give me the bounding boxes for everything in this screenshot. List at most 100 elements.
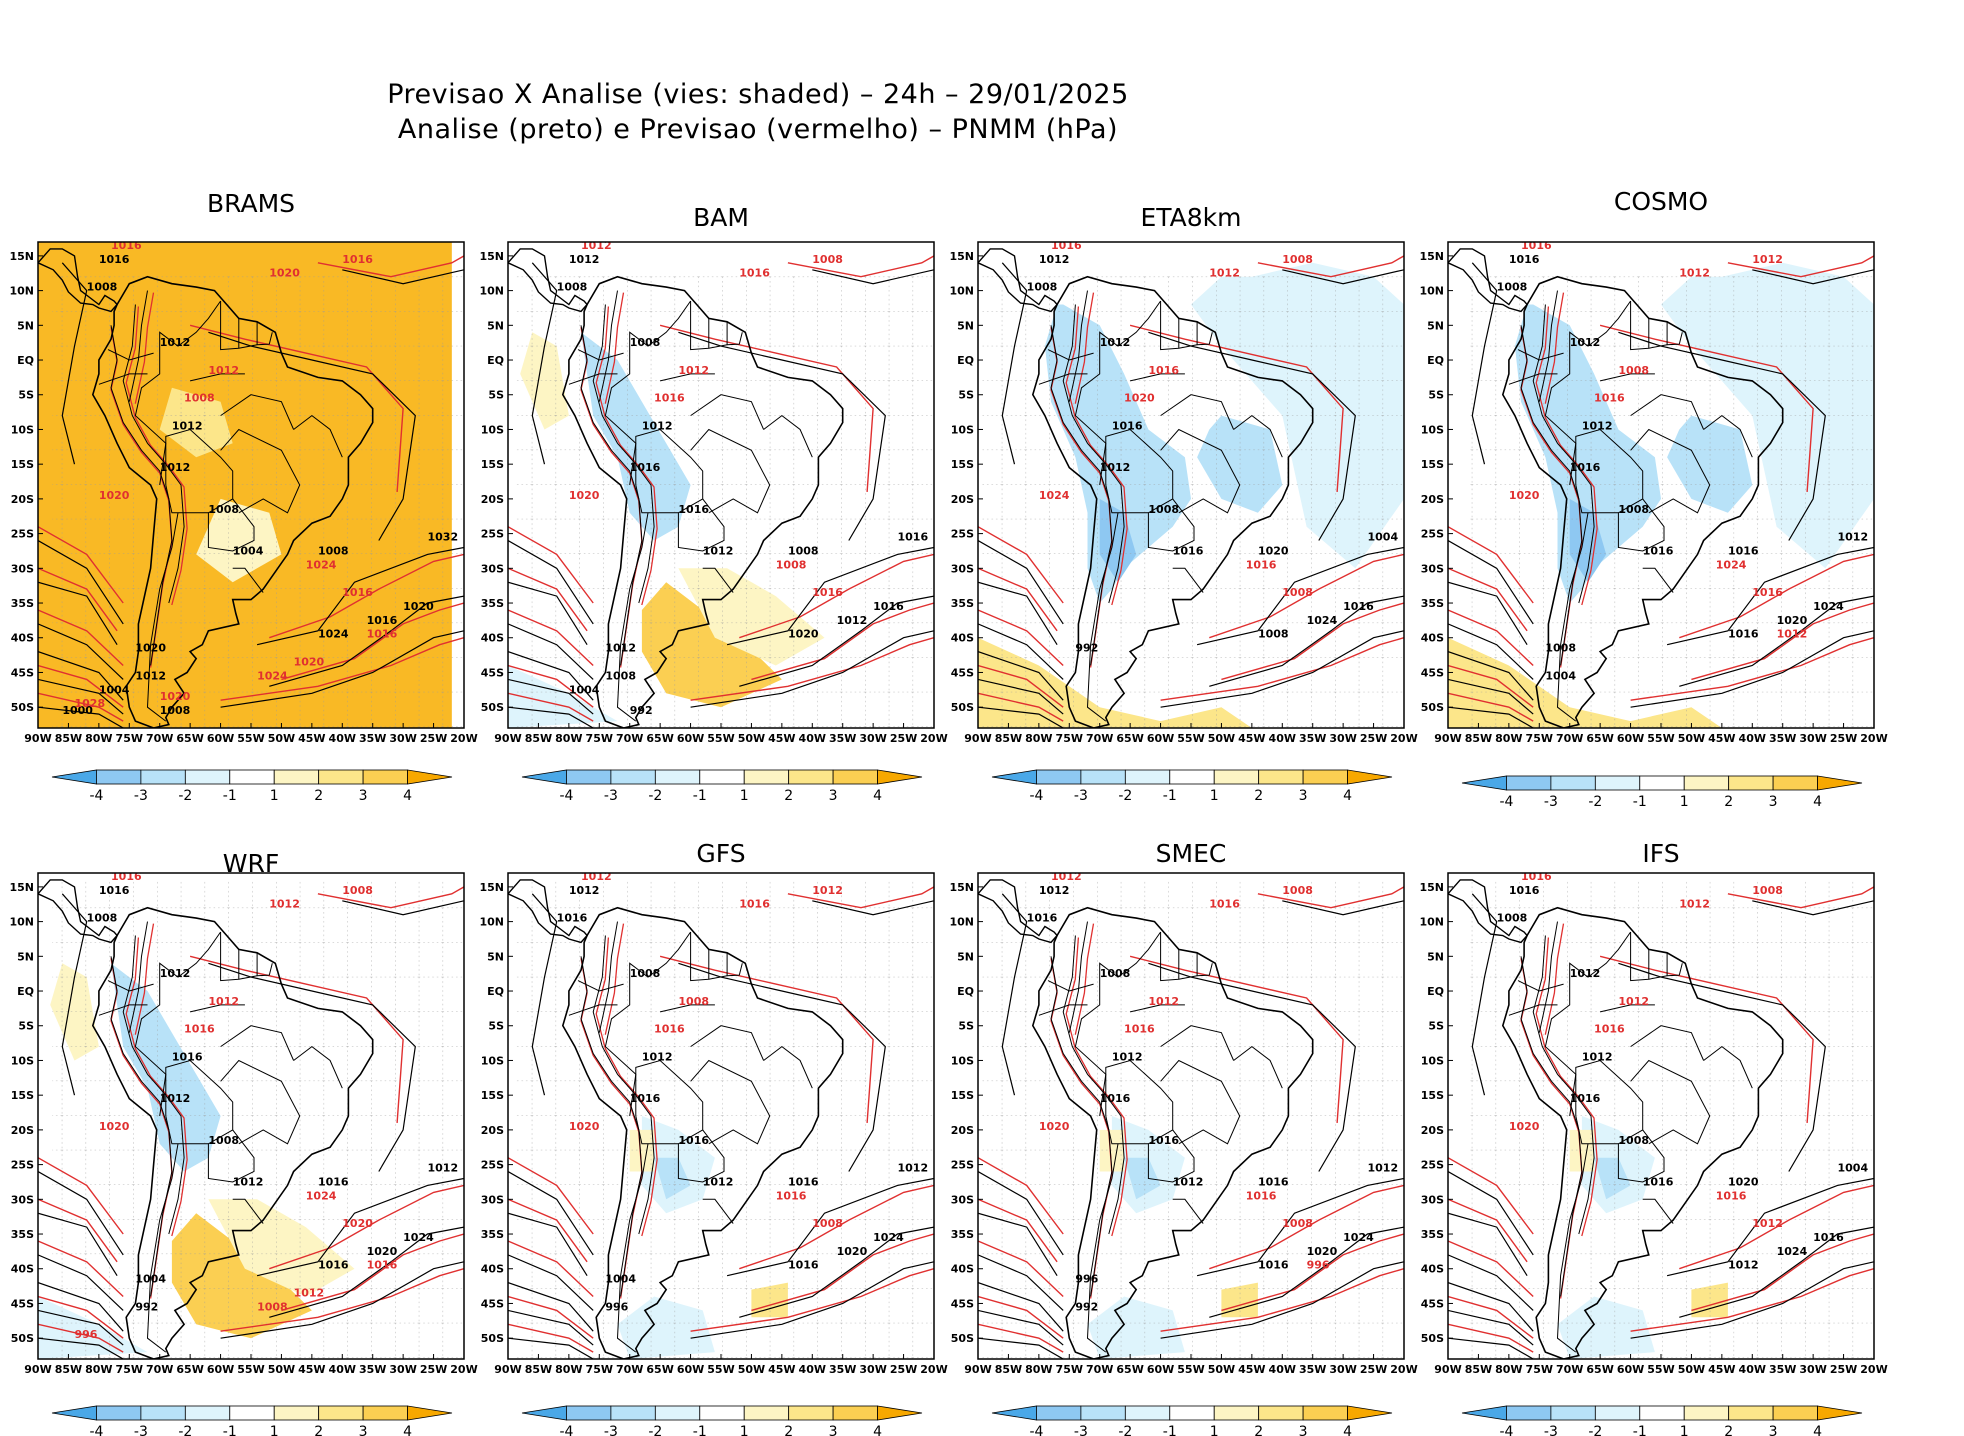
- analysis-isobar: [1448, 1254, 1534, 1311]
- colorbar: -4 -3 -2 -1 1 2 3 4: [51, 769, 453, 804]
- colorbar-segment: [788, 769, 834, 785]
- lon-tick-label: 40W: [329, 732, 356, 745]
- forecast-isobar-label: 1008: [678, 995, 709, 1008]
- forecast-isobar: [508, 567, 588, 632]
- country-border: [1556, 512, 1589, 722]
- analysis-isobar-label: 1016: [1100, 1092, 1131, 1105]
- colorbar: -4 -3 -2 -1 1 2 3 4: [991, 1405, 1393, 1436]
- central-america-coastline: [1448, 248, 1529, 313]
- analysis-isobar: [508, 706, 594, 728]
- lat-tick-label: 15N: [9, 881, 34, 894]
- forecast-isobar-label: 1020: [269, 267, 300, 280]
- lon-tick-label: 40W: [799, 1363, 826, 1376]
- forecast-isobar: [1679, 553, 1874, 639]
- colorbar-segment: [1302, 769, 1348, 785]
- colorbar-label: 1: [270, 1424, 279, 1436]
- forecast-isobar: [1448, 692, 1534, 722]
- forecast-isobar-label: 1024: [306, 558, 337, 571]
- analysis-isobar: [978, 539, 1064, 625]
- forecast-isobar-label: 1008: [1282, 586, 1313, 599]
- analysis-isobar: [508, 678, 594, 715]
- lat-tick-label: 15S: [481, 458, 504, 471]
- forecast-isobar: [751, 602, 934, 681]
- analysis-isobar: [508, 1337, 594, 1359]
- lon-tick-label: 50W: [268, 732, 295, 745]
- lon-tick-label: 90W: [494, 1363, 521, 1376]
- lon-tick-label: 50W: [268, 1363, 295, 1376]
- lat-tick-label: 35S: [11, 597, 34, 610]
- lon-tick-label: 55W: [1647, 1363, 1674, 1376]
- lat-tick-label: 5N: [17, 950, 34, 963]
- lon-tick-label: 90W: [1434, 732, 1461, 745]
- forecast-isobar: [1209, 1184, 1404, 1270]
- analysis-isobar-label: 1020: [367, 1245, 398, 1258]
- analysis-isobar: [1752, 269, 1874, 285]
- forecast-isobar: [1065, 937, 1128, 1237]
- analysis-isobar: [598, 921, 618, 1033]
- colorbar-label: 3: [1769, 794, 1778, 810]
- lon-tick-label: 20W: [920, 1363, 947, 1376]
- lat-tick-label: 40S: [951, 1263, 974, 1276]
- lat-tick-label: 25S: [481, 1159, 504, 1172]
- analysis-isobar-label: 1012: [605, 642, 636, 655]
- colorbar-segment: [51, 1405, 97, 1421]
- colorbar-segment: [1728, 1405, 1774, 1421]
- analysis-isobar-label: 1024: [1813, 600, 1844, 613]
- analysis-isobar-label: 992: [630, 704, 653, 717]
- forecast-isobar: [1630, 1268, 1874, 1332]
- lat-tick-label: 30S: [1421, 1193, 1444, 1206]
- forecast-isobar: [189, 324, 404, 492]
- analysis-isobar-label: 1020: [1728, 1175, 1759, 1188]
- country-border: [1630, 428, 1711, 514]
- analysis-isobar-label: 1016: [1343, 600, 1374, 613]
- colorbar-label: -1: [1633, 1424, 1647, 1436]
- analysis-isobar-label: 1016: [1173, 544, 1204, 557]
- lon-tick-label: 65W: [1586, 1363, 1613, 1376]
- analysis-isobar: [726, 1177, 934, 1277]
- lon-tick-label: 25W: [1830, 732, 1857, 745]
- lat-tick-label: 35S: [951, 1228, 974, 1241]
- analysis-isobar: [1679, 1226, 1874, 1318]
- analysis-isobar-label: 1016: [1258, 1175, 1289, 1188]
- lat-tick-label: 15S: [1421, 1089, 1444, 1102]
- analysis-isobar-label: 1024: [318, 628, 349, 641]
- analysis-isobar: [38, 1212, 118, 1277]
- forecast-isobar-label: 1012: [1148, 995, 1179, 1008]
- analysis-isobar-label: 1008: [1027, 281, 1058, 294]
- lat-tick-label: EQ: [957, 354, 974, 367]
- analysis-isobar-label: 1012: [233, 1175, 264, 1188]
- analysis-isobar: [726, 546, 934, 646]
- colorbar-label: -2: [1118, 788, 1132, 804]
- analysis-isobar-label: 1016: [630, 1092, 661, 1105]
- analysis-isobar-label: 1016: [1570, 1092, 1601, 1105]
- country-border: [616, 512, 649, 722]
- analysis-isobar: [739, 1226, 934, 1318]
- analysis-isobar: [978, 581, 1058, 646]
- lat-tick-label: 5N: [17, 319, 34, 332]
- forecast-isobar: [1065, 306, 1128, 606]
- forecast-isobar: [317, 255, 464, 278]
- forecast-isobar: [1448, 526, 1534, 604]
- country-border: [1147, 1129, 1195, 1183]
- analysis-isobar-label: 1008: [87, 912, 118, 925]
- analysis-isobar: [739, 595, 934, 687]
- analysis-isobar: [110, 325, 173, 666]
- panel-title: SMEC: [1156, 839, 1227, 868]
- lon-tick-label: 45W: [768, 1363, 795, 1376]
- forecast-isobar: [978, 1295, 1064, 1339]
- colorbar: -4 -3 -2 -1 1 2 3 4: [1461, 775, 1863, 810]
- analysis-isobar: [592, 935, 655, 1235]
- forecast-isobar: [1727, 886, 1874, 909]
- analysis-isobar-label: 1008: [788, 544, 819, 557]
- forecast-isobar: [508, 526, 594, 604]
- analysis-isobar-label: 1024: [1307, 614, 1338, 627]
- south-america-coastline: [1031, 275, 1314, 728]
- country-border: [702, 1198, 734, 1224]
- analysis-isobar-label: 1004: [233, 544, 264, 557]
- country-border: [1160, 1025, 1235, 1061]
- analysis-isobar: [1448, 1309, 1534, 1346]
- lat-tick-label: 20S: [481, 1124, 504, 1137]
- lat-tick-label: 30S: [11, 562, 34, 575]
- analysis-isobar: [1538, 290, 1558, 402]
